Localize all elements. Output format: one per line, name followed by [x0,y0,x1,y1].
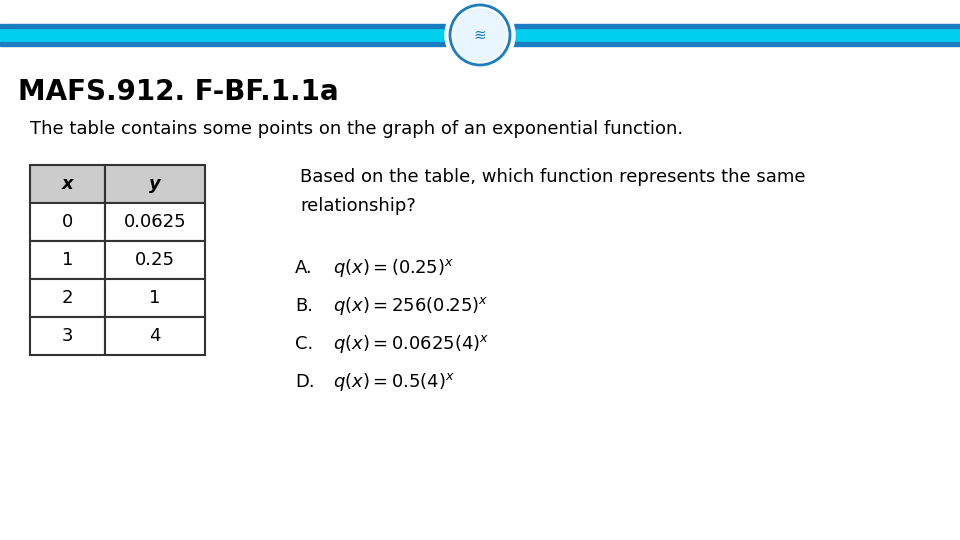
Text: Based on the table, which function represents the same
relationship?: Based on the table, which function repre… [300,168,805,215]
Bar [30,203,105,241]
Text: The table contains some points on the graph of an exponential function.: The table contains some points on the gr… [30,120,684,138]
Bar [30,317,105,355]
Text: 1: 1 [61,251,73,269]
Text: $q(x) = 0.5(4)^x$: $q(x) = 0.5(4)^x$ [333,371,455,393]
Bar [105,279,205,317]
Text: x: x [61,175,73,193]
Bar [105,203,205,241]
Text: $q(x) = 256(0.25)^x$: $q(x) = 256(0.25)^x$ [333,295,489,317]
Circle shape [445,0,515,70]
Text: 2: 2 [61,289,73,307]
Text: 0.25: 0.25 [135,251,175,269]
Text: $q(x) = (0.25)^x$: $q(x) = (0.25)^x$ [333,257,454,279]
Bar [0,42,960,46]
Circle shape [454,9,506,61]
Bar [30,279,105,317]
Text: 1: 1 [150,289,160,307]
Bar [0,28,960,42]
Bar [30,165,105,203]
Text: $q(x) = 0.0625(4)^x$: $q(x) = 0.0625(4)^x$ [333,333,490,355]
Text: MAFS.912. F-BF.1.1a: MAFS.912. F-BF.1.1a [18,78,339,106]
Text: y: y [149,175,161,193]
Bar [30,241,105,279]
Text: ≋: ≋ [473,28,487,43]
Text: A.: A. [295,259,313,277]
Text: 3: 3 [61,327,73,345]
Text: C.: C. [295,335,313,353]
Text: 4: 4 [149,327,160,345]
Text: B.: B. [295,297,313,315]
Bar [105,165,205,203]
Text: 0: 0 [61,213,73,231]
Bar [0,24,960,28]
Bar [105,241,205,279]
Bar [105,317,205,355]
Text: D.: D. [295,373,315,391]
Text: 0.0625: 0.0625 [124,213,186,231]
